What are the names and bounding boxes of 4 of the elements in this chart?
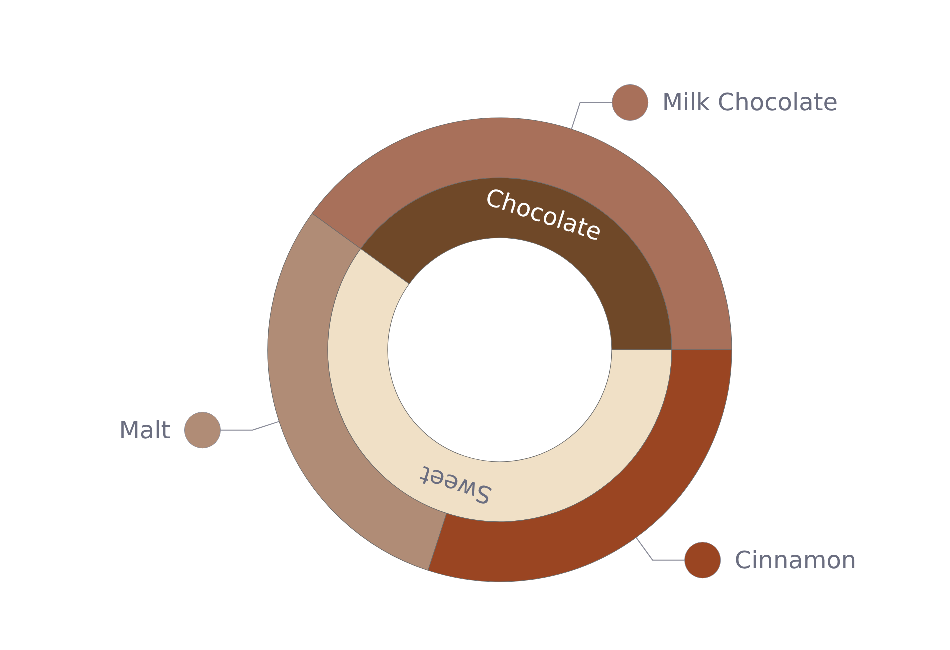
legend-label: Cinnamon: [734, 546, 857, 574]
legend-label: Milk Chocolate: [662, 88, 838, 117]
slice-label: Malt: [119, 416, 171, 444]
slice-label: Sweet: [416, 460, 496, 510]
